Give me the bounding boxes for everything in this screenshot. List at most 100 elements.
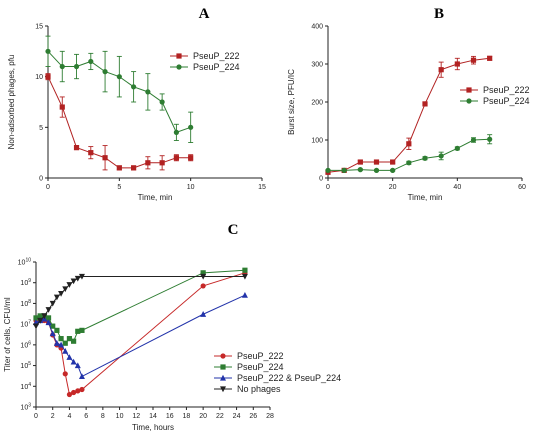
series-line: [35, 269, 245, 344]
series-2: [325, 134, 493, 173]
legend-entry: PseuP_224: [237, 362, 284, 372]
data-point: [454, 145, 460, 151]
x-axis-title: Time, hours: [132, 423, 174, 432]
y-tick-label: 103: [20, 403, 31, 412]
data-point: [59, 63, 65, 70]
data-point: [37, 313, 43, 319]
y-tick-label: 107: [20, 320, 31, 329]
x-tick-label: 0: [326, 184, 330, 191]
x-tick-label: 22: [216, 413, 224, 420]
legend-entry: PseuP_222: [193, 51, 240, 61]
data-point: [78, 273, 85, 280]
data-point: [37, 317, 44, 324]
data-point: [41, 313, 48, 320]
data-point: [373, 159, 380, 165]
data-point: [49, 300, 56, 307]
data-point: [33, 315, 39, 321]
x-axis-title: Time, min: [408, 193, 443, 202]
data-point: [78, 373, 85, 380]
data-point: [145, 160, 151, 166]
data-point: [406, 141, 412, 147]
data-point: [88, 150, 94, 156]
data-point: [79, 327, 85, 333]
x-tick-label: 5: [117, 184, 121, 191]
data-point: [45, 315, 52, 321]
legend-entry: PseuP_224: [193, 62, 240, 72]
y-tick-label: 106: [20, 340, 31, 349]
x-tick-label: 2: [51, 413, 55, 420]
x-tick-label: 26: [249, 413, 257, 420]
x-tick-label: 15: [258, 184, 266, 191]
x-tick-label: 20: [389, 184, 397, 191]
series-4: [33, 273, 248, 330]
data-point: [390, 167, 396, 173]
legend-entry: PseuP_222: [483, 85, 530, 95]
data-point: [470, 137, 477, 143]
data-point: [241, 273, 248, 280]
panel-b: B 0 20 40 60 0 100 200 300 400 Time, min Burst size…: [287, 6, 530, 202]
panel-letter: C: [228, 222, 239, 238]
data-point: [74, 275, 81, 282]
x-tick-label: 12: [132, 413, 140, 420]
x-tick-label: 20: [199, 413, 207, 420]
x-tick-label: 60: [518, 184, 526, 191]
data-point: [73, 63, 80, 70]
data-point: [390, 159, 396, 165]
legend-marker: [176, 53, 182, 59]
y-tick-label: 10: [35, 74, 43, 81]
legend-marker: [176, 64, 182, 70]
data-point: [357, 159, 363, 165]
data-point: [66, 336, 73, 342]
y-tick-label: 105: [20, 361, 31, 370]
data-point: [200, 273, 207, 280]
data-point: [188, 155, 194, 161]
series-line: [327, 57, 490, 173]
legend-entry: PseuP_224: [483, 96, 530, 106]
data-point: [45, 319, 52, 326]
y-tick-label: 1010: [18, 258, 32, 267]
x-tick-label: 0: [34, 413, 38, 420]
legend-entry: PseuP_222 & PseuP_224: [237, 373, 341, 383]
y-axis-title: Burst size, PFU/IC: [287, 69, 296, 135]
data-point: [116, 165, 122, 171]
legend-marker: [220, 353, 226, 359]
data-point: [49, 330, 56, 337]
data-point: [454, 61, 460, 67]
data-point: [70, 358, 77, 365]
data-point: [200, 283, 206, 289]
y-tick-label: 15: [35, 24, 43, 31]
data-point: [357, 167, 363, 173]
x-tick-label: 10: [187, 184, 195, 191]
data-point: [58, 336, 64, 342]
data-point: [66, 354, 73, 360]
x-tick-label: 4: [67, 413, 71, 420]
data-point: [74, 362, 81, 369]
data-point: [487, 136, 493, 142]
series-1: [325, 55, 493, 175]
legend-entry: No phages: [237, 384, 281, 394]
data-point: [470, 57, 477, 63]
data-point: [422, 155, 428, 161]
data-point: [145, 89, 151, 95]
data-point: [54, 327, 60, 333]
data-point: [62, 340, 68, 346]
data-point: [406, 160, 412, 166]
data-point: [45, 74, 51, 80]
series-line: [35, 275, 245, 327]
x-tick-label: 40: [453, 184, 461, 191]
data-point: [241, 291, 248, 298]
x-tick-label: 24: [233, 413, 241, 420]
data-point: [173, 129, 179, 135]
data-point: [71, 338, 77, 344]
series-3: [33, 291, 248, 380]
data-point: [62, 286, 69, 293]
data-point: [188, 124, 194, 130]
data-point: [116, 74, 122, 80]
data-point: [53, 340, 60, 346]
data-point: [487, 55, 493, 61]
data-point: [341, 167, 347, 173]
x-tick-label: 18: [183, 413, 191, 420]
data-point: [75, 388, 81, 394]
